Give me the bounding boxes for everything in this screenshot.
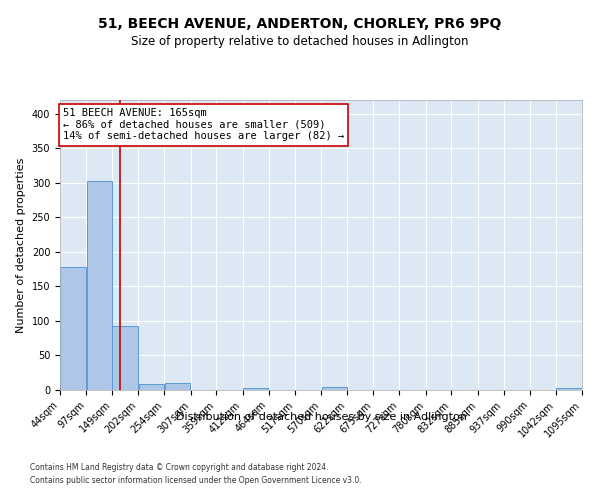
Bar	[322, 386, 347, 390]
Text: Contains public sector information licensed under the Open Government Licence v3: Contains public sector information licen…	[30, 476, 362, 485]
Text: Contains HM Land Registry data © Crown copyright and database right 2024.: Contains HM Land Registry data © Crown c…	[30, 464, 329, 472]
Bar	[556, 388, 582, 390]
Bar	[60, 267, 86, 390]
Text: Size of property relative to detached houses in Adlington: Size of property relative to detached ho…	[131, 35, 469, 48]
Text: 51 BEECH AVENUE: 165sqm
← 86% of detached houses are smaller (509)
14% of semi-d: 51 BEECH AVENUE: 165sqm ← 86% of detache…	[63, 108, 344, 142]
Bar	[164, 383, 190, 390]
Y-axis label: Number of detached properties: Number of detached properties	[16, 158, 26, 332]
Bar	[112, 326, 138, 390]
Bar	[86, 181, 112, 390]
Bar	[243, 388, 268, 390]
Text: Distribution of detached houses by size in Adlington: Distribution of detached houses by size …	[176, 412, 466, 422]
Text: 51, BEECH AVENUE, ANDERTON, CHORLEY, PR6 9PQ: 51, BEECH AVENUE, ANDERTON, CHORLEY, PR6…	[98, 18, 502, 32]
Bar	[139, 384, 164, 390]
